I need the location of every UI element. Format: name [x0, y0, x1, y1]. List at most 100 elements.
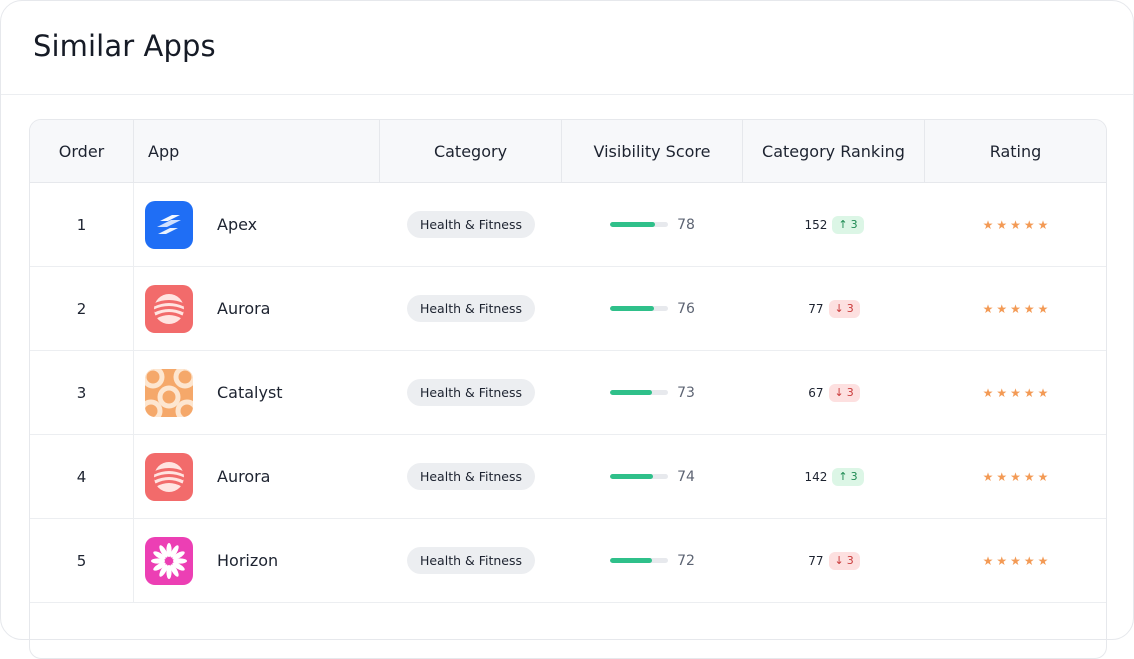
- star-icon: ★: [1037, 217, 1049, 232]
- category-badge: Health & Fitness: [406, 379, 536, 406]
- visibility-cell: 78: [562, 183, 743, 266]
- visibility-score: 78: [677, 216, 695, 233]
- category-badge: Health & Fitness: [406, 295, 536, 322]
- app-cell[interactable]: Catalyst: [134, 351, 380, 434]
- star-icon: ★: [996, 469, 1008, 484]
- visibility-cell: 74: [562, 435, 743, 518]
- visibility-score: 74: [677, 468, 695, 485]
- rating-cell: ★ ★ ★ ★ ★: [925, 183, 1106, 266]
- table-row[interactable]: 4 Aurora Health & Fitness 74 142 ↑ 3 ★ ★: [30, 435, 1106, 519]
- visibility-cell: 76: [562, 267, 743, 350]
- arrow-down-icon: ↓: [834, 385, 844, 399]
- star-icon: ★: [1037, 553, 1049, 568]
- rating-cell: ★ ★ ★ ★ ★: [925, 351, 1106, 434]
- arrow-up-icon: ↑: [838, 217, 848, 231]
- ranking-cell: 142 ↑ 3: [743, 435, 925, 518]
- rating-cell: ★ ★ ★ ★ ★: [925, 435, 1106, 518]
- star-icon: ★: [1023, 217, 1035, 232]
- star-icon: ★: [1037, 469, 1049, 484]
- page-title: Similar Apps: [33, 29, 216, 63]
- order-number: 2: [76, 299, 87, 318]
- ranking-cell: 77 ↓ 3: [743, 519, 925, 602]
- arrow-down-icon: ↓: [834, 301, 844, 315]
- visibility-bar-fill: [610, 390, 653, 395]
- table-row[interactable]: 3 Catalyst Health & Fitness 73 67 ↓ 3 ★: [30, 351, 1106, 435]
- ranking-number: 77: [808, 301, 824, 316]
- app-cell[interactable]: Aurora: [134, 435, 380, 518]
- star-icon: ★: [996, 301, 1008, 316]
- app-name[interactable]: Horizon: [217, 551, 279, 570]
- order-number: 5: [76, 551, 87, 570]
- column-header-category[interactable]: Category: [380, 120, 562, 182]
- ranking-change-badge: ↑ 3: [832, 215, 864, 234]
- table-body: 1 Apex Health & Fitness 78 152 ↑ 3 ★ ★ ★ ★: [30, 183, 1106, 603]
- ranking-change-badge: ↓ 3: [828, 551, 860, 570]
- category-badge: Health & Fitness: [406, 211, 536, 238]
- app-name[interactable]: Aurora: [217, 467, 271, 486]
- app-name[interactable]: Catalyst: [217, 383, 283, 402]
- category-cell: Health & Fitness: [380, 519, 562, 602]
- category-cell: Health & Fitness: [380, 267, 562, 350]
- ranking-change-value: 3: [850, 217, 858, 231]
- ranking-change-badge: ↓ 3: [828, 299, 860, 318]
- visibility-score: 76: [677, 300, 695, 317]
- rating-cell: ★ ★ ★ ★ ★: [925, 267, 1106, 350]
- table-row[interactable]: 2 Aurora Health & Fitness 76 77 ↓ 3 ★ ★ ★: [30, 267, 1106, 351]
- star-icon: ★: [982, 217, 994, 232]
- column-header-category-ranking[interactable]: Category Ranking: [743, 120, 925, 182]
- star-icon: ★: [1010, 385, 1021, 400]
- category-badge: Health & Fitness: [406, 463, 536, 490]
- rating-cell: ★ ★ ★ ★ ★: [925, 519, 1106, 602]
- visibility-bar-fill: [610, 474, 653, 479]
- ranking-change-badge: ↓ 3: [828, 383, 860, 402]
- category-badge: Health & Fitness: [406, 547, 536, 574]
- arrow-up-icon: ↑: [838, 469, 848, 483]
- star-icon: ★: [1010, 553, 1021, 568]
- star-icon: ★: [982, 385, 994, 400]
- visibility-cell: 73: [562, 351, 743, 434]
- order-cell: 1: [30, 183, 134, 266]
- order-number: 3: [76, 383, 87, 402]
- category-cell: Health & Fitness: [380, 183, 562, 266]
- table-row[interactable]: 5 Horizon Health & Fitness 72 77 ↓ 3 ★ ★: [30, 519, 1106, 603]
- star-icon: ★: [1037, 301, 1049, 316]
- star-icon: ★: [982, 301, 994, 316]
- star-icon: ★: [1023, 301, 1035, 316]
- star-icon: ★: [1010, 217, 1021, 232]
- similar-apps-table: Order App Category Visibility Score Cate…: [29, 119, 1107, 659]
- visibility-bar-fill: [610, 306, 655, 311]
- aurora-logo-icon: [145, 284, 193, 333]
- visibility-bar: [610, 306, 669, 311]
- table-row[interactable]: 1 Apex Health & Fitness 78 152 ↑ 3 ★ ★ ★ ★: [30, 183, 1106, 267]
- ranking-change-value: 3: [850, 469, 858, 483]
- visibility-cell: 72: [562, 519, 743, 602]
- category-cell: Health & Fitness: [380, 435, 562, 518]
- star-rating: ★ ★ ★ ★ ★: [983, 303, 1049, 315]
- app-cell[interactable]: Apex: [134, 183, 380, 266]
- star-rating: ★ ★ ★ ★ ★: [983, 555, 1049, 567]
- app-name[interactable]: Aurora: [217, 299, 271, 318]
- ranking-number: 152: [804, 217, 828, 232]
- star-icon: ★: [1023, 385, 1035, 400]
- app-name[interactable]: Apex: [217, 215, 258, 234]
- order-number: 1: [76, 215, 87, 234]
- star-icon: ★: [1010, 469, 1021, 484]
- table-header: Order App Category Visibility Score Cate…: [30, 120, 1106, 183]
- visibility-score: 73: [677, 384, 695, 401]
- column-header-visibility-score[interactable]: Visibility Score: [562, 120, 743, 182]
- aurora-logo-icon: [145, 452, 193, 501]
- app-cell[interactable]: Aurora: [134, 267, 380, 350]
- column-header-order[interactable]: Order: [30, 120, 134, 182]
- ranking-change-value: 3: [846, 553, 854, 567]
- star-icon: ★: [982, 469, 994, 484]
- ranking-change-badge: ↑ 3: [832, 467, 864, 486]
- star-icon: ★: [996, 553, 1008, 568]
- app-cell[interactable]: Horizon: [134, 519, 380, 602]
- ranking-cell: 152 ↑ 3: [743, 183, 925, 266]
- column-header-app[interactable]: App: [134, 120, 380, 182]
- column-header-rating[interactable]: Rating: [989, 141, 1042, 161]
- star-rating: ★ ★ ★ ★ ★: [983, 471, 1049, 483]
- visibility-bar: [610, 222, 669, 227]
- card-header: Similar Apps: [1, 1, 1133, 95]
